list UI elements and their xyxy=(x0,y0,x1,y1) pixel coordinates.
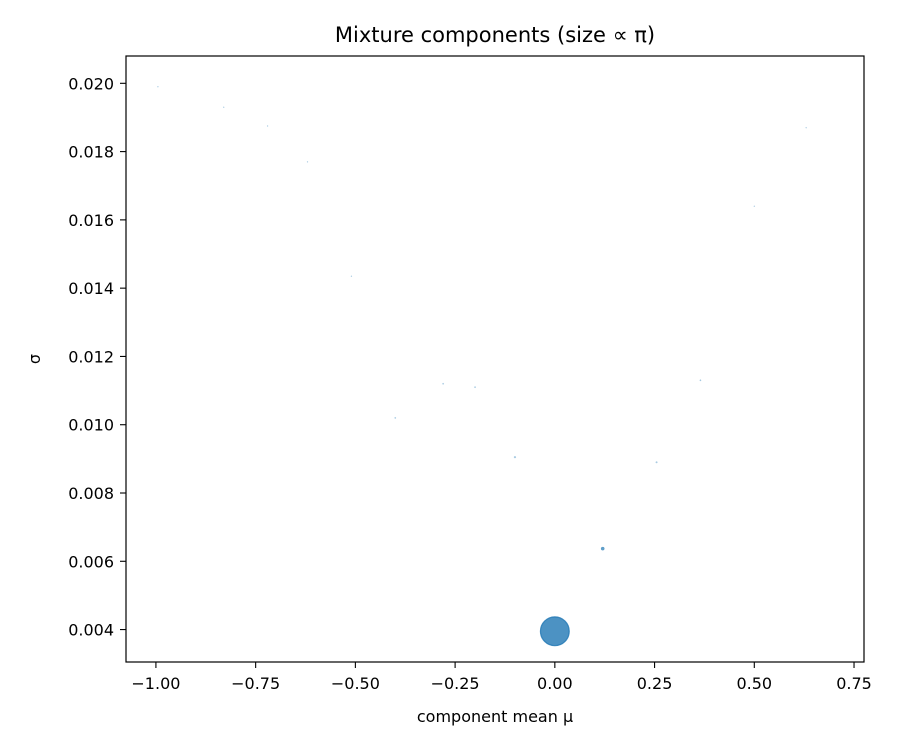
data-point-14 xyxy=(157,86,159,88)
data-point-12 xyxy=(805,127,807,129)
x-axis-label: component mean μ xyxy=(417,707,573,726)
data-point-13 xyxy=(223,106,225,108)
data-point-10 xyxy=(306,161,309,163)
x-tick-label: 0.50 xyxy=(736,674,772,693)
y-tick-label: 0.004 xyxy=(68,621,114,640)
data-point-0 xyxy=(539,616,570,647)
y-tick-label: 0.006 xyxy=(68,552,114,571)
x-tick-label: −1.00 xyxy=(131,674,180,693)
y-tick-label: 0.020 xyxy=(68,74,114,93)
y-tick-label: 0.018 xyxy=(68,143,114,162)
data-point-4 xyxy=(394,417,397,419)
axes-frame xyxy=(125,55,865,663)
y-axis-label: σ xyxy=(25,354,44,364)
x-tick-label: 0.25 xyxy=(637,674,673,693)
data-point-7 xyxy=(699,379,702,382)
x-tick-label: 0.00 xyxy=(537,674,573,693)
plot-area xyxy=(157,86,807,647)
data-point-5 xyxy=(442,382,444,385)
y-tick-label: 0.010 xyxy=(68,416,114,435)
data-point-8 xyxy=(350,275,353,277)
y-tick-label: 0.012 xyxy=(68,347,114,366)
y-tick-label: 0.008 xyxy=(68,484,114,503)
x-tick-label: 0.75 xyxy=(836,674,872,693)
chart-title: Mixture components (size ∝ π) xyxy=(335,23,655,47)
data-point-9 xyxy=(753,205,755,207)
x-tick-label: −0.25 xyxy=(431,674,480,693)
y-tick-label: 0.014 xyxy=(68,279,114,298)
data-point-11 xyxy=(266,125,269,127)
data-point-2 xyxy=(513,456,517,459)
y-tick-label: 0.016 xyxy=(68,211,114,230)
x-axis: −1.00 −0.75 −0.50 −0.25 0.00 0.25 0.50 0.75 xyxy=(131,662,872,693)
y-axis: 0.004 0.006 0.008 0.010 0.012 0.014 0.016 0.018… xyxy=(68,74,126,640)
x-tick-label: −0.50 xyxy=(331,674,380,693)
x-tick-label: −0.75 xyxy=(231,674,280,693)
data-point-1 xyxy=(600,546,605,551)
data-point-6 xyxy=(474,386,476,388)
data-point-3 xyxy=(655,461,658,464)
